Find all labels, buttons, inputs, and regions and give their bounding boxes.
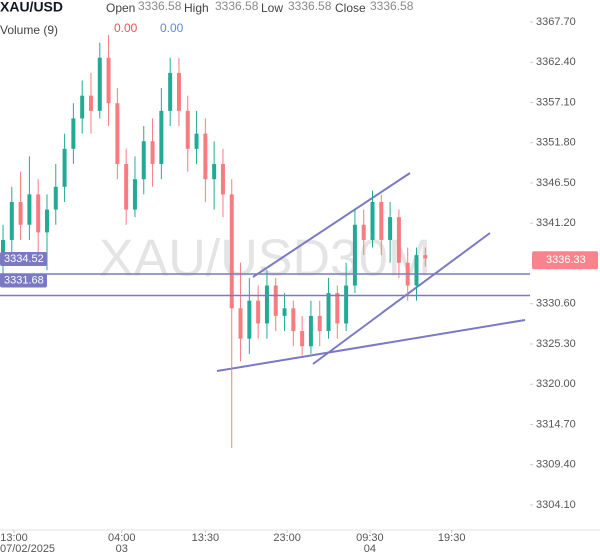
- candle-body: [291, 308, 296, 332]
- x-date-label: 03: [116, 543, 128, 555]
- legend-value: 3336.58: [215, 0, 259, 13]
- candle-body: [300, 331, 305, 347]
- trend-line: [312, 232, 491, 365]
- candle-body: [282, 308, 287, 316]
- y-tick-label: 3330.60: [536, 298, 576, 310]
- hline-label-box: [0, 273, 47, 288]
- hline-label-box: [0, 251, 47, 266]
- candle-body: [141, 141, 146, 180]
- candle-body: [361, 224, 366, 240]
- candle-body: [326, 293, 331, 332]
- legend-value: 3336.58: [288, 0, 332, 13]
- x-tick-label: 23:00: [273, 532, 301, 544]
- x-tick-label: 13:00: [0, 532, 28, 544]
- x-tick-label: 09:30: [356, 532, 384, 544]
- candle-body: [229, 194, 234, 309]
- candle-body: [9, 201, 14, 240]
- candle-body: [53, 186, 58, 210]
- x-tick-label: 19:30: [438, 532, 466, 544]
- candle-body: [36, 194, 41, 233]
- candle-body: [124, 164, 129, 210]
- hline-label: 3334.52: [4, 253, 44, 265]
- candle-body: [308, 315, 313, 347]
- candle-body: [273, 285, 278, 316]
- candle-body: [62, 148, 67, 187]
- candle-body: [106, 57, 111, 104]
- candle-body: [256, 300, 261, 324]
- candle-body: [423, 255, 428, 259]
- candle-body: [317, 315, 322, 332]
- candle-body: [44, 209, 49, 233]
- candle-body: [220, 164, 225, 195]
- y-tick-label: 3362.40: [536, 56, 576, 68]
- candle-body: [344, 285, 349, 324]
- candle-body: [194, 133, 199, 149]
- y-tick-label: 3314.70: [536, 418, 576, 430]
- legend-label: Low: [261, 1, 283, 15]
- candle-body: [115, 103, 120, 165]
- candle-body: [88, 95, 93, 111]
- candle-body: [159, 110, 164, 165]
- y-tick-label: 3325.30: [536, 338, 576, 350]
- candle-body: [80, 95, 85, 119]
- candle-body: [396, 217, 401, 263]
- trend-line: [216, 319, 526, 372]
- watermark: XAU/USD30M: [99, 230, 431, 288]
- candle-body: [168, 72, 173, 111]
- last-price-box: [532, 251, 598, 270]
- candle-body: [203, 133, 208, 180]
- y-tick-label: 3320.00: [536, 378, 576, 390]
- trend-lines: [216, 172, 526, 372]
- candle-body: [27, 194, 32, 225]
- legend-label: Open: [106, 1, 135, 15]
- volume-value: 0.00: [160, 21, 184, 35]
- candle-body: [379, 201, 384, 240]
- trend-line: [252, 172, 411, 278]
- candle-body: [238, 308, 243, 339]
- candle-body: [0, 239, 5, 256]
- y-tick-label: 3367.70: [536, 16, 576, 28]
- legend-label: Close: [335, 1, 366, 15]
- candle-body: [185, 110, 190, 149]
- x-date-label: 04: [364, 543, 376, 555]
- candle-body: [176, 72, 181, 111]
- x-date-label: 07/02/2025: [0, 543, 55, 555]
- legend-label: High: [184, 1, 209, 15]
- x-tick-label: 04:00: [108, 532, 136, 544]
- last-price-label: 3336.33: [546, 254, 586, 266]
- legend-value: 3336.58: [370, 0, 414, 13]
- symbol: XAU/USD: [0, 0, 63, 15]
- candle-body: [212, 164, 217, 180]
- candle-body: [414, 255, 419, 286]
- y-tick-label: 3341.20: [536, 217, 576, 229]
- y-tick-label: 3346.50: [536, 177, 576, 189]
- candle-body: [352, 224, 357, 286]
- candle-body: [335, 293, 340, 324]
- candle-body: [247, 300, 252, 339]
- volume-value: 0.00: [114, 21, 138, 35]
- legend-value: 3336.58: [138, 0, 182, 13]
- x-tick-label: 13:30: [192, 532, 220, 544]
- candle-body: [18, 201, 23, 225]
- y-tick-label: 3304.10: [536, 499, 576, 511]
- candle-body: [150, 141, 155, 165]
- y-tick-label: 3309.40: [536, 459, 576, 471]
- candle-body: [71, 118, 76, 149]
- candle-body: [388, 217, 393, 240]
- y-tick-label: 3357.10: [536, 96, 576, 108]
- candle-body: [132, 179, 137, 210]
- candle-body: [370, 201, 375, 240]
- candle-body: [97, 57, 102, 111]
- y-tick-label: 3351.80: [536, 137, 576, 149]
- volume-label: Volume (9): [0, 23, 58, 37]
- candle-body: [264, 285, 269, 324]
- hline-label: 3331.68: [4, 274, 44, 286]
